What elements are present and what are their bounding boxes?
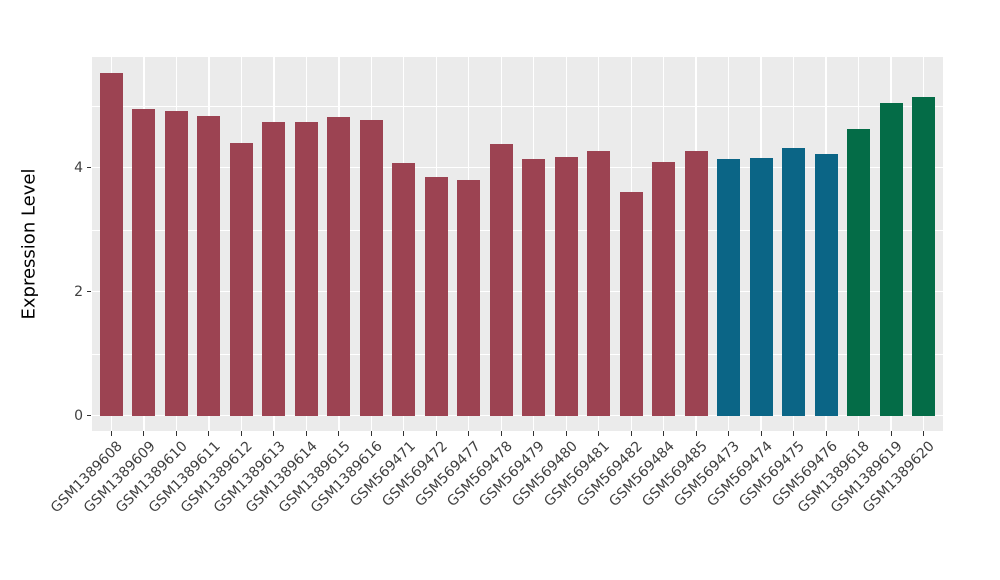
x-tick-mark xyxy=(273,431,275,436)
bar-GSM1389608 xyxy=(100,73,123,416)
gridline-major xyxy=(92,414,943,417)
x-tick-mark xyxy=(858,431,860,436)
bar-GSM569478 xyxy=(489,143,513,416)
gridline-major xyxy=(92,166,943,169)
bar-GSM569473 xyxy=(717,158,741,416)
x-tick-mark xyxy=(143,431,145,436)
x-tick-mark xyxy=(370,431,372,436)
x-tick-mark xyxy=(890,431,892,436)
bar-GSM569480 xyxy=(554,156,578,416)
x-tick-mark xyxy=(598,431,600,436)
bar-GSM569479 xyxy=(522,158,546,416)
x-tick-mark xyxy=(825,431,827,436)
y-tick-label: 4 xyxy=(74,159,83,176)
plot-panel xyxy=(92,57,943,431)
y-tick-mark xyxy=(86,167,91,168)
x-tick-mark xyxy=(338,431,340,436)
x-tick-mark xyxy=(760,431,762,436)
bar-GSM1389613 xyxy=(262,122,286,416)
x-tick-mark xyxy=(500,431,502,436)
bar-GSM1389618 xyxy=(847,129,871,416)
x-tick-mark xyxy=(923,431,924,436)
bar-GSM1389611 xyxy=(197,116,221,416)
bar-GSM569477 xyxy=(457,179,481,416)
x-tick-mark xyxy=(630,431,632,436)
gridline-minor xyxy=(92,105,943,107)
bar-GSM569475 xyxy=(782,147,806,416)
bar-GSM1389610 xyxy=(164,111,188,416)
x-tick-mark xyxy=(175,431,177,436)
x-tick-mark xyxy=(695,431,697,436)
x-tick-mark xyxy=(240,431,242,436)
bar-GSM1389612 xyxy=(229,142,253,416)
y-tick-label: 2 xyxy=(74,283,83,300)
x-tick-mark xyxy=(305,431,307,436)
x-tick-mark xyxy=(793,431,795,436)
gridline-minor xyxy=(92,229,943,231)
bar-GSM569484 xyxy=(652,161,676,416)
bar-GSM569482 xyxy=(619,192,643,416)
bar-GSM569472 xyxy=(424,177,448,416)
bar-GSM569471 xyxy=(392,163,416,416)
x-tick-mark xyxy=(565,431,567,436)
x-tick-mark xyxy=(533,431,535,436)
bar-GSM569474 xyxy=(749,158,773,416)
gridline-major xyxy=(92,290,943,293)
bar-GSM1389614 xyxy=(294,122,318,416)
x-tick-mark xyxy=(435,431,437,436)
bar-GSM569485 xyxy=(684,150,708,416)
y-tick-mark xyxy=(86,291,91,292)
y-tick-label: 0 xyxy=(74,407,83,424)
bar-GSM1389619 xyxy=(879,103,903,416)
x-tick-mark xyxy=(663,431,665,436)
x-tick-mark xyxy=(468,431,470,436)
gridline-minor xyxy=(92,353,943,355)
bar-GSM569476 xyxy=(814,154,838,416)
bar-GSM1389615 xyxy=(327,117,351,416)
bar-GSM1389620 xyxy=(912,96,935,416)
bar-GSM1389609 xyxy=(132,109,156,416)
bar-GSM1389616 xyxy=(359,119,383,416)
x-tick-mark xyxy=(208,431,210,436)
x-tick-mark xyxy=(728,431,730,436)
x-tick-mark xyxy=(111,431,112,436)
y-axis-title: Expression Level xyxy=(18,168,40,320)
bar-GSM569481 xyxy=(587,150,611,416)
x-tick-mark xyxy=(403,431,405,436)
y-tick-mark xyxy=(86,415,91,416)
